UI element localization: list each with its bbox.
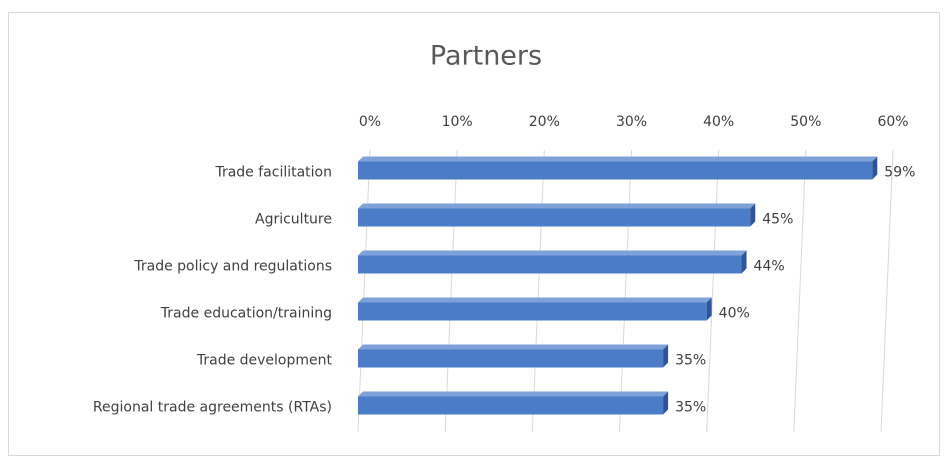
bar-side bbox=[663, 391, 669, 415]
bar-front bbox=[358, 255, 742, 274]
bar-side bbox=[663, 344, 669, 368]
x-tick-label: 60% bbox=[877, 114, 908, 130]
grid-line bbox=[706, 149, 720, 433]
bar-side bbox=[872, 156, 878, 180]
grid-line bbox=[619, 149, 632, 433]
bar-front bbox=[358, 302, 707, 321]
bar-front bbox=[358, 396, 664, 415]
grid-line bbox=[357, 149, 371, 433]
x-tick-label: 40% bbox=[703, 114, 734, 130]
data-label: 35% bbox=[675, 400, 706, 416]
grid-line bbox=[880, 149, 894, 433]
bar-top bbox=[358, 203, 756, 209]
bar-top bbox=[358, 250, 747, 256]
data-label: 44% bbox=[754, 259, 785, 275]
bar bbox=[358, 156, 878, 180]
bar-top bbox=[358, 391, 669, 397]
data-label: 35% bbox=[675, 353, 706, 369]
data-label: 59% bbox=[884, 165, 915, 181]
y-tick-label: Trade development bbox=[196, 353, 333, 369]
bar bbox=[358, 391, 669, 415]
x-tick-label: 20% bbox=[529, 114, 560, 130]
grid-line bbox=[444, 149, 458, 433]
bar bbox=[358, 203, 756, 227]
x-tick-label: 30% bbox=[616, 114, 647, 130]
bar bbox=[358, 297, 712, 321]
bar-side bbox=[750, 203, 756, 227]
x-tick-label: 0% bbox=[359, 114, 381, 130]
grid-line bbox=[793, 149, 807, 433]
bar-top bbox=[358, 297, 712, 303]
data-label: 45% bbox=[762, 212, 793, 228]
bar-front bbox=[358, 349, 664, 368]
bar-top bbox=[358, 156, 878, 162]
x-tick-label: 50% bbox=[790, 114, 821, 130]
chart-frame bbox=[8, 12, 940, 456]
bar-side bbox=[706, 297, 712, 321]
y-tick-label: Trade facilitation bbox=[214, 165, 332, 181]
y-tick-label: Agriculture bbox=[255, 212, 332, 228]
y-tick-label: Trade policy and regulations bbox=[133, 259, 332, 275]
y-tick-label: Trade education/training bbox=[160, 306, 332, 322]
y-tick-label: Regional trade agreements (RTAs) bbox=[93, 400, 332, 416]
x-tick-label: 10% bbox=[442, 114, 473, 130]
bar-side bbox=[741, 250, 747, 274]
data-label: 40% bbox=[719, 306, 750, 322]
chart-title: Partners bbox=[430, 41, 542, 72]
grid-line bbox=[531, 149, 545, 433]
bar bbox=[358, 250, 747, 274]
bar-front bbox=[358, 161, 873, 180]
bar-top bbox=[358, 344, 669, 350]
bar bbox=[358, 344, 669, 368]
bar-front bbox=[358, 208, 751, 227]
